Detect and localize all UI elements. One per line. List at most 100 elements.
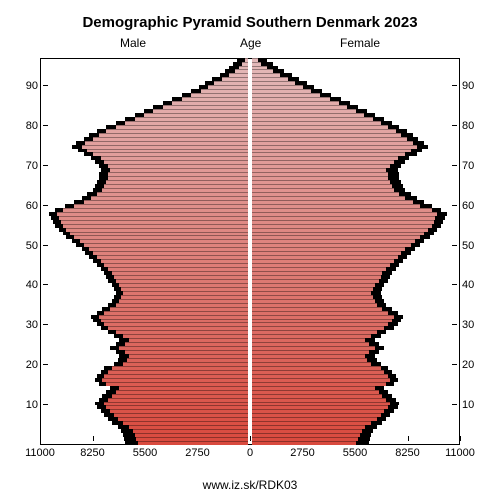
y-tick-label: 10 xyxy=(8,399,38,411)
male-bar-row xyxy=(40,267,248,271)
female-bar-row xyxy=(252,275,460,279)
female-bar-row xyxy=(252,176,460,180)
female-bar-row xyxy=(252,105,460,109)
female-bar-row xyxy=(252,433,460,437)
female-bar-row xyxy=(252,346,460,350)
female-bar-row xyxy=(252,279,460,283)
male-bar-row xyxy=(40,251,248,255)
male-bar-row xyxy=(40,62,248,66)
male-bar-row xyxy=(40,326,248,330)
male-bar-row xyxy=(40,354,248,358)
male-bar-row xyxy=(40,350,248,354)
male-bar-row xyxy=(40,133,248,137)
y-tick-label: 20 xyxy=(462,359,492,371)
male-bar-row xyxy=(40,259,248,263)
male-bar-row xyxy=(40,172,248,176)
female-bar-row xyxy=(252,413,460,417)
female-bar-row xyxy=(252,251,460,255)
male-bar-row xyxy=(40,319,248,323)
male-bar-row xyxy=(40,113,248,117)
female-bar-row xyxy=(252,180,460,184)
female-bar-row xyxy=(252,326,460,330)
male-bar-row xyxy=(40,370,248,374)
female-bar-row xyxy=(252,133,460,137)
female-bar-row xyxy=(252,85,460,89)
female-bar-row xyxy=(252,255,460,259)
male-bar-row xyxy=(40,299,248,303)
male-bar-row xyxy=(40,168,248,172)
male-bar-row xyxy=(40,417,248,421)
female-label: Female xyxy=(340,36,380,50)
female-bar-row xyxy=(252,350,460,354)
female-bar-row xyxy=(252,212,460,216)
female-bar-row xyxy=(252,263,460,267)
male-bar-row xyxy=(40,303,248,307)
x-tick-label: 8250 xyxy=(80,447,104,459)
y-tick-label: 90 xyxy=(8,80,38,92)
male-bar-row xyxy=(40,307,248,311)
male-bar-row xyxy=(40,358,248,362)
female-bar-row xyxy=(252,172,460,176)
female-bar-row xyxy=(252,125,460,129)
female-bar-row xyxy=(252,429,460,433)
male-bar-row xyxy=(40,366,248,370)
male-bar-row xyxy=(40,283,248,287)
male-bar-row xyxy=(40,176,248,180)
female-bar-row xyxy=(252,267,460,271)
y-tick-label: 80 xyxy=(462,120,492,132)
x-tick-label: 11000 xyxy=(445,447,475,459)
male-bar-row xyxy=(40,386,248,390)
male-bar-row xyxy=(40,390,248,394)
female-bar-row xyxy=(252,69,460,73)
female-bar-row xyxy=(252,405,460,409)
female-bar-row xyxy=(252,291,460,295)
male-bar-row xyxy=(40,93,248,97)
male-bar-row xyxy=(40,421,248,425)
male-bar-row xyxy=(40,287,248,291)
female-bar-row xyxy=(252,374,460,378)
female-bar-row xyxy=(252,58,460,62)
male-bar-row xyxy=(40,342,248,346)
y-tick-label: 60 xyxy=(462,200,492,212)
female-bar-row xyxy=(252,295,460,299)
female-bar-row xyxy=(252,354,460,358)
y-tick-label: 60 xyxy=(8,200,38,212)
female-bar-row xyxy=(252,192,460,196)
female-bar-row xyxy=(252,137,460,141)
female-bar-row xyxy=(252,188,460,192)
female-bar-row xyxy=(252,362,460,366)
male-bar-row xyxy=(40,425,248,429)
male-bar-row xyxy=(40,402,248,406)
female-bar-row xyxy=(252,287,460,291)
female-bar-row xyxy=(252,156,460,160)
male-bar-row xyxy=(40,346,248,350)
y-tick-label: 10 xyxy=(462,399,492,411)
female-bar-row xyxy=(252,315,460,319)
female-bar-row xyxy=(252,160,460,164)
female-bar-row xyxy=(252,303,460,307)
male-bar-row xyxy=(40,330,248,334)
male-bar-row xyxy=(40,137,248,141)
female-bar-row xyxy=(252,89,460,93)
male-bar-row xyxy=(40,184,248,188)
male-bar-row xyxy=(40,334,248,338)
male-bar-row xyxy=(40,232,248,236)
male-bar-row xyxy=(40,255,248,259)
female-bar-row xyxy=(252,366,460,370)
female-bar-row xyxy=(252,129,460,133)
male-bar-row xyxy=(40,398,248,402)
male-bar-row xyxy=(40,394,248,398)
male-bar-row xyxy=(40,89,248,93)
chart-title: Demographic Pyramid Southern Denmark 202… xyxy=(0,14,500,31)
y-tick-label: 30 xyxy=(8,319,38,331)
female-bar-row xyxy=(252,149,460,153)
male-bar-row xyxy=(40,378,248,382)
male-bar-row xyxy=(40,220,248,224)
male-bar-row xyxy=(40,66,248,70)
y-tick-label: 40 xyxy=(8,279,38,291)
female-bar-row xyxy=(252,81,460,85)
female-bar-row xyxy=(252,402,460,406)
male-bar-row xyxy=(40,196,248,200)
x-tick-label: 8250 xyxy=(395,447,419,459)
female-bar-row xyxy=(252,299,460,303)
